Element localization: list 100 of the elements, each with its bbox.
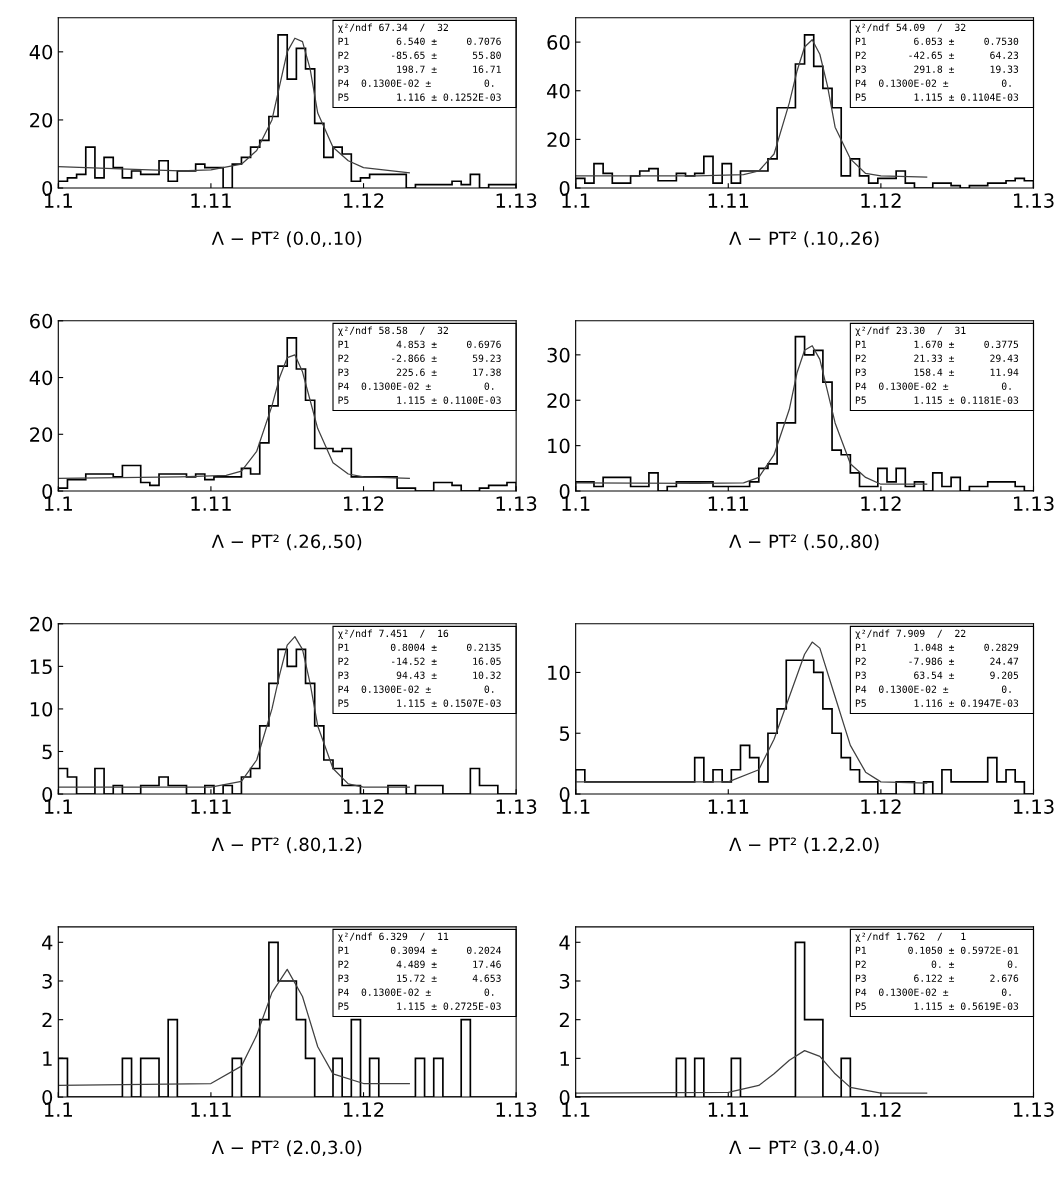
x-tick-label: 1.11 <box>708 799 749 814</box>
y-tick-label: 40 <box>29 44 53 60</box>
y-tick-label: 20 <box>547 393 570 408</box>
y-tick-label: 2 <box>42 1012 52 1028</box>
x-tick-label: 1.11 <box>191 496 231 511</box>
annotation: P4 0.1300E-02 ± 0. <box>338 685 494 693</box>
x-axis-title: Λ − PT² (3.0,4.0) <box>729 1140 879 1157</box>
annotation: χ²/ndf 67.34 / 32 <box>338 23 448 33</box>
x-tick-label: 1.13 <box>1013 1102 1054 1117</box>
annotation: χ²/ndf 7.451 / 16 <box>338 629 449 639</box>
y-tick-label: 5 <box>42 744 52 760</box>
y-tick-label: 20 <box>30 427 53 442</box>
x-axis-title: Λ − PT² (1.2,2.0) <box>729 837 879 854</box>
y-tick-label: 3 <box>559 973 570 989</box>
annotation: P2 -85.65 ± 55.80 <box>338 51 501 59</box>
x-tick-label: 1.11 <box>708 193 749 208</box>
annotation: χ²/ndf 54.09 / 32 <box>855 23 966 33</box>
annotation: P1 6.053 ± 0.7530 <box>855 37 1019 45</box>
x-tick-label: 1.12 <box>344 193 384 208</box>
annotation: P2 -2.866 ± 59.23 <box>338 354 501 362</box>
annotation: P5 1.115 ± 0.1181E-03 <box>855 396 1019 404</box>
x-axis-title: Λ − PT² (.10,.26) <box>729 231 879 248</box>
x-axis-title: Λ − PT² (2.0,3.0) <box>211 1140 362 1157</box>
y-tick-label: 1 <box>43 1051 52 1066</box>
x-tick-label: 1.11 <box>708 1102 749 1117</box>
y-tick-label: 20 <box>30 112 53 128</box>
x-tick-label: 1.13 <box>496 193 537 208</box>
annotation: P5 1.115 ± 0.2725E-03 <box>338 1002 501 1010</box>
annotation: χ²/ndf 7.909 / 22 <box>855 629 966 639</box>
annotation: P1 0.1050 ± 0.5972E-01 <box>855 946 1019 955</box>
annotation: χ²/ndf 6.329 / 11 <box>338 932 449 942</box>
line-series <box>575 1049 928 1094</box>
x-tick-label: 1.12 <box>861 496 901 511</box>
annotation: P3 158.4 ± 11.94 <box>855 368 1019 376</box>
annotation: P4 0.1300E-02 ± 0. <box>855 382 1011 390</box>
x-tick-label: 1.11 <box>191 193 231 208</box>
x-tick-label: 1.13 <box>1013 799 1054 814</box>
y-tick-label: 10 <box>548 665 570 681</box>
annotation: χ²/ndf 23.30 / 31 <box>855 326 966 336</box>
x-tick-label: 1.13 <box>496 799 537 814</box>
annotation: P1 0.3094 ± 0.2024 <box>338 946 502 955</box>
y-tick-label: 15 <box>30 659 52 675</box>
y-tick-label: 40 <box>29 370 53 386</box>
y-tick-label: 3 <box>42 973 52 989</box>
x-tick-label: 1.12 <box>861 799 901 814</box>
annotation: P4 0.1300E-02 ± 0. <box>338 382 494 390</box>
annotation: P5 1.116 ± 0.1947E-03 <box>855 699 1019 707</box>
annotation: P1 1.670 ± 0.3775 <box>855 340 1019 348</box>
annotation: P5 1.115 ± 0.1104E-03 <box>855 93 1019 101</box>
annotation: P2 0. ± 0. <box>855 960 1017 968</box>
annotation: P3 225.6 ± 17.38 <box>338 368 501 376</box>
y-tick-label: 20 <box>30 616 53 632</box>
x-tick-label: 1.11 <box>191 799 231 814</box>
annotation: P4 0.1300E-02 ± 0. <box>338 79 494 87</box>
x-tick-label: 1.11 <box>191 1102 231 1117</box>
annotation: P2 21.33 ± 29.43 <box>855 354 1019 362</box>
x-tick-label: 1.12 <box>344 799 384 814</box>
annotation: P3 6.122 ± 2.676 <box>855 974 1019 982</box>
y-tick-label: 1 <box>560 1051 569 1066</box>
annotation: P2 -7.986 ± 24.47 <box>855 657 1019 665</box>
annotation: P1 1.048 ± 0.2829 <box>855 643 1019 651</box>
annotation: P3 94.43 ± 10.32 <box>338 671 501 679</box>
x-tick-label: 1.13 <box>1013 193 1054 208</box>
annotation: P4 0.1300E-02 ± 0. <box>855 685 1011 693</box>
annotation: P2 4.489 ± 17.46 <box>338 960 501 968</box>
y-tick-label: 60 <box>547 35 570 50</box>
annotation: P5 1.115 ± 0.5619E-03 <box>855 1002 1019 1010</box>
annotation: χ²/ndf 1.762 / 1 <box>855 932 966 942</box>
x-tick-label: 1.12 <box>344 496 384 511</box>
annotation: P3 198.7 ± 16.71 <box>338 65 501 73</box>
y-tick-label: 60 <box>30 313 53 329</box>
y-tick-label: 5 <box>559 726 570 741</box>
annotation: P4 0.1300E-02 ± 0. <box>855 988 1011 996</box>
y-tick-label: 40 <box>547 83 570 99</box>
x-tick-label: 1.12 <box>861 1102 901 1117</box>
annotation: P3 63.54 ± 9.205 <box>855 671 1019 679</box>
annotation: P3 291.8 ± 19.33 <box>855 65 1019 73</box>
annotation: P1 4.853 ± 0.6976 <box>338 340 501 348</box>
y-tick-label: 4 <box>42 935 53 950</box>
annotation: P5 1.115 ± 0.1507E-03 <box>338 699 501 707</box>
x-axis-title: Λ − PT² (.26,.50) <box>211 534 362 551</box>
x-tick-label: 1.11 <box>708 496 749 511</box>
x-axis-title: Λ − PT² (.50,.80) <box>729 534 879 551</box>
y-tick-label: 20 <box>547 132 570 148</box>
annotation: P3 15.72 ± 4.653 <box>338 974 501 982</box>
annotation: P5 1.116 ± 0.1252E-03 <box>338 93 501 101</box>
annotation: P1 6.540 ± 0.7076 <box>338 37 501 45</box>
y-tick-label: 30 <box>547 347 570 363</box>
x-tick-label: 1.13 <box>496 1102 537 1117</box>
y-tick-label: 4 <box>559 935 570 950</box>
x-tick-label: 1.13 <box>1013 496 1054 511</box>
x-axis-title: Λ − PT² (.80,1.2) <box>211 837 362 854</box>
annotation: P2 -42.65 ± 64.23 <box>855 51 1019 59</box>
annotation: P2 -14.52 ± 16.05 <box>338 657 501 665</box>
annotation: χ²/ndf 58.58 / 32 <box>338 326 448 336</box>
annotation: P1 0.8004 ± 0.2135 <box>338 643 501 651</box>
x-axis-title: Λ − PT² (0.0,.10) <box>211 231 362 248</box>
annotation: P4 0.1300E-02 ± 0. <box>338 988 494 996</box>
annotation: P4 0.1300E-02 ± 0. <box>855 79 1011 87</box>
y-tick-label: 10 <box>30 701 53 717</box>
